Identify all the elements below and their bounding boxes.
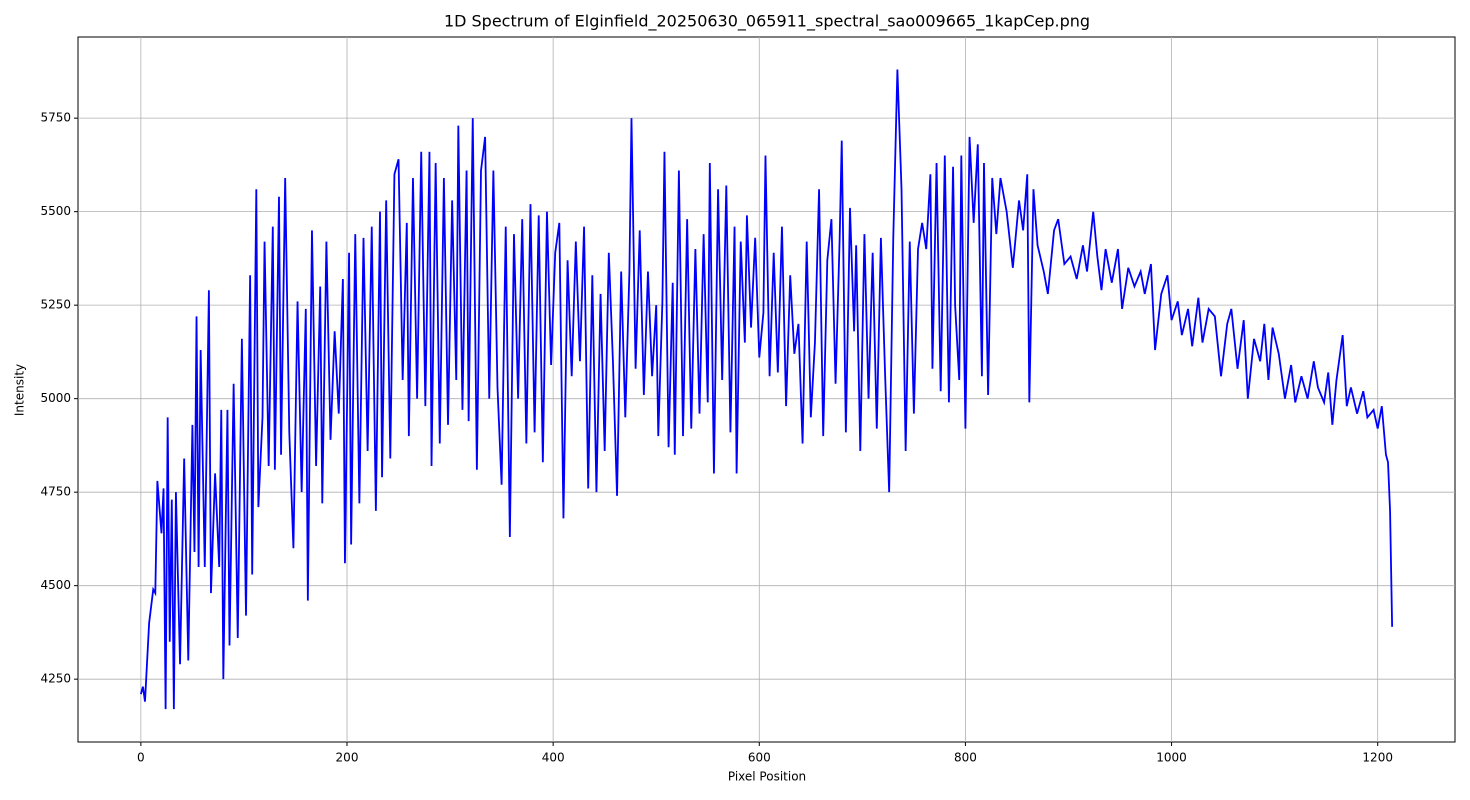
y-tick-label: 4250 (40, 672, 71, 686)
y-tick-label: 5500 (40, 204, 71, 218)
x-tick-label: 800 (954, 751, 977, 765)
y-tick-label: 5750 (40, 111, 71, 125)
x-tick-label: 1000 (1156, 751, 1187, 765)
y-tick-label: 4500 (40, 578, 71, 592)
x-tick-label: 0 (137, 751, 145, 765)
chart-title: 1D Spectrum of Elginfield_20250630_06591… (444, 12, 1090, 32)
y-axis-label: Intensity (13, 364, 27, 416)
plot-frame (77, 36, 1456, 743)
spectrum-line (140, 69, 1394, 710)
y-tick-label: 4750 (40, 485, 71, 499)
y-tick-label: 5000 (40, 391, 71, 405)
x-tick-label: 1200 (1362, 751, 1393, 765)
x-tick-label: 400 (542, 751, 565, 765)
x-tick-label: 600 (748, 751, 771, 765)
y-tick-label: 5250 (40, 298, 71, 312)
x-tick-label: 200 (336, 751, 359, 765)
x-axis-label: Pixel Position (728, 770, 806, 784)
